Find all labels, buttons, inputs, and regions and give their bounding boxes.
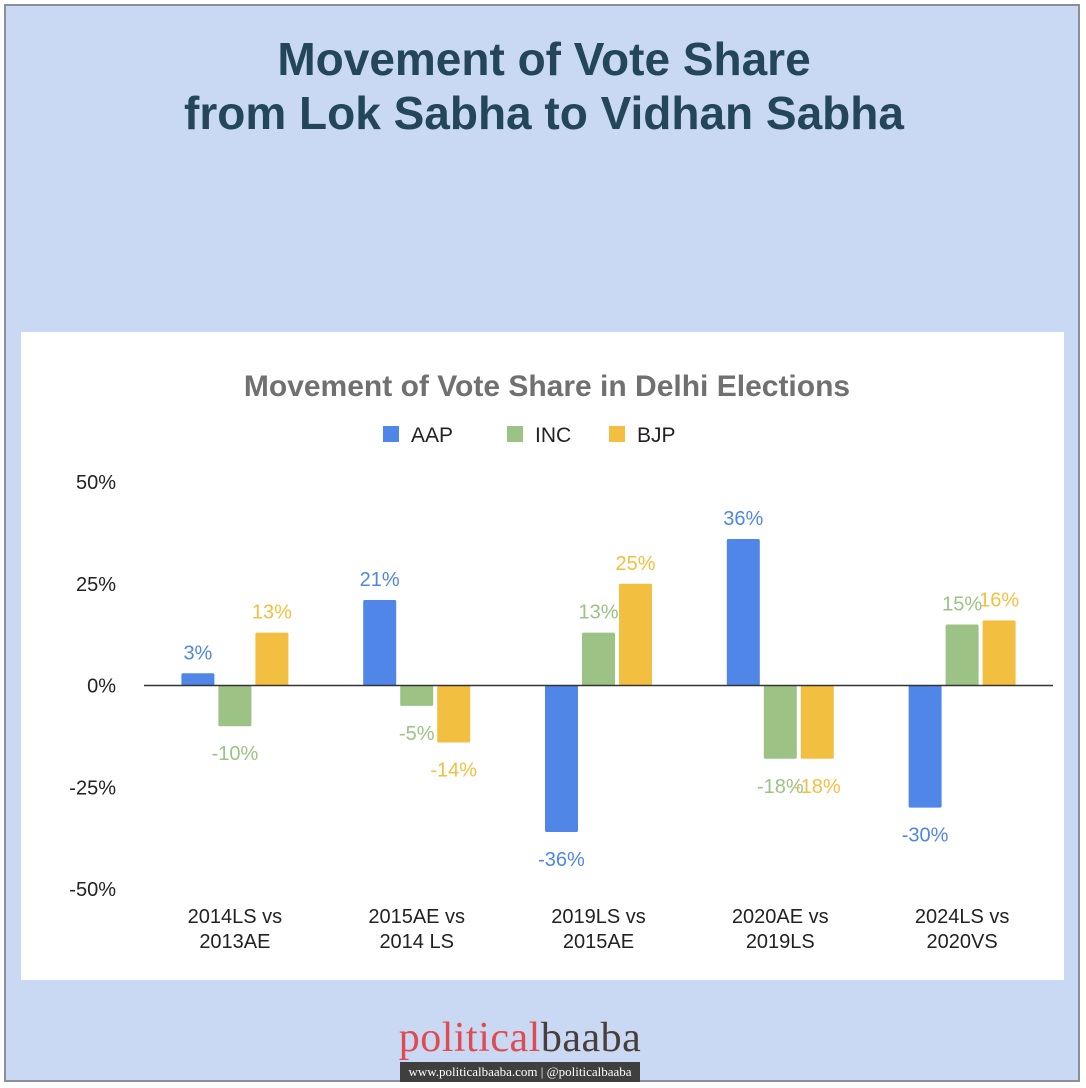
x-tick-label: 2014LS vs 2013AE: [188, 906, 283, 953]
data-label-bjp-3: 25%: [615, 553, 655, 575]
x-tick-label-line: 2013AE: [199, 931, 270, 953]
legend: AAP INC BJP: [383, 424, 676, 447]
legend-item-aap: AAP: [383, 424, 453, 447]
legend-label: AAP: [411, 424, 453, 447]
bar-aap-5: [908, 685, 942, 808]
x-tick-label-line: 2015AE: [563, 931, 634, 953]
legend-label: INC: [535, 424, 571, 447]
bar-bjp-3: [619, 583, 652, 686]
data-label-inc-1: -10%: [212, 743, 259, 765]
y-tick-label: 0%: [87, 676, 116, 698]
legend-swatch: [609, 426, 625, 442]
data-label-inc-3: 13%: [578, 602, 618, 624]
y-tick-label: -25%: [69, 777, 116, 799]
bar-inc-3: [582, 632, 615, 686]
data-label-bjp-1: 13%: [252, 602, 292, 624]
y-tick-label: 50%: [76, 472, 116, 494]
bar-bjp-4: [800, 685, 834, 759]
data-label-bjp-2: -14%: [430, 759, 477, 781]
x-tick-label-line: 2014LS vs: [188, 906, 283, 928]
axes: 50% 25% 0% -25% -50% 2014LS vs 2013AE 2015AE vs…: [69, 472, 1009, 953]
x-tick-label: 2015AE vs 2014 LS: [368, 906, 465, 953]
data-label-aap-1: 3%: [183, 642, 212, 664]
page-title: Movement of Vote Share from Lok Sabha to…: [184, 33, 904, 139]
logo-subtitle: www.politicalbaaba.com | @politicalbaaba: [400, 1062, 640, 1082]
data-label-aap-3: -36%: [538, 849, 585, 871]
x-tick-label-line: 2020AE vs: [732, 906, 829, 928]
data-label-inc-4: -18%: [757, 776, 804, 798]
data-label-bjp-5: 16%: [979, 589, 1019, 611]
chart-title: Movement of Vote Share in Delhi Election…: [244, 370, 850, 403]
x-tick-label-line: 2015AE vs: [368, 906, 465, 928]
bar-aap-3: [545, 685, 578, 833]
bar-inc-2: [400, 685, 434, 706]
bar-inc-4: [763, 685, 797, 759]
bar-aap-2: [363, 600, 397, 686]
legend-item-bjp: BJP: [609, 424, 676, 447]
logo: politicalbaaba www.politicalbaaba.com | …: [350, 1016, 690, 1084]
x-tick-label-line: 2020VS: [927, 931, 998, 953]
logo-part-baaba: baaba: [540, 1015, 642, 1061]
logo-part-political: political: [398, 1015, 541, 1061]
data-label-inc-2: -5%: [399, 723, 435, 745]
bar-bjp-5: [982, 620, 1016, 686]
bar-chart: Movement of Vote Share in Delhi Election…: [69, 370, 1053, 953]
legend-label: BJP: [637, 424, 676, 447]
page-frame: Movement of Vote Share from Lok Sabha to…: [4, 4, 1080, 1082]
data-label-aap-5: -30%: [902, 825, 949, 847]
legend-swatch: [507, 426, 523, 442]
bar-aap-1: [181, 673, 215, 686]
data-label-aap-4: 36%: [723, 508, 763, 530]
data-label-aap-2: 21%: [360, 569, 400, 591]
chart-card: Movement of Vote Share in Delhi Election…: [21, 332, 1064, 980]
bar-bjp-1: [255, 632, 289, 686]
bar-aap-4: [726, 538, 760, 686]
x-tick-label: 2024LS vs 2020VS: [915, 906, 1010, 953]
bar-bjp-2: [437, 685, 471, 743]
bar-inc-5: [945, 624, 979, 686]
data-label-bjp-4: -18%: [794, 776, 841, 798]
x-tick-label-line: 2019LS vs: [551, 906, 646, 928]
x-tick-label: 2019LS vs 2015AE: [551, 906, 646, 953]
logo-wordmark: politicalbaaba: [350, 1016, 690, 1060]
bar-inc-1: [218, 685, 252, 727]
y-tick-label: -50%: [69, 879, 116, 901]
x-tick-label-line: 2019LS: [746, 931, 815, 953]
x-tick-label-line: 2014 LS: [379, 931, 454, 953]
legend-swatch: [383, 426, 399, 442]
data-labels: 3% -10% 13% 21% -5% -14% -36% 13% 25% 36% -18%-18%…: [144, 508, 1053, 871]
data-label-inc-5: 15%: [942, 593, 982, 615]
y-tick-label: 25%: [76, 574, 116, 596]
x-tick-label: 2020AE vs 2019LS: [732, 906, 829, 953]
legend-item-inc: INC: [507, 424, 571, 447]
x-tick-label-line: 2024LS vs: [915, 906, 1010, 928]
bars: [181, 538, 1016, 833]
